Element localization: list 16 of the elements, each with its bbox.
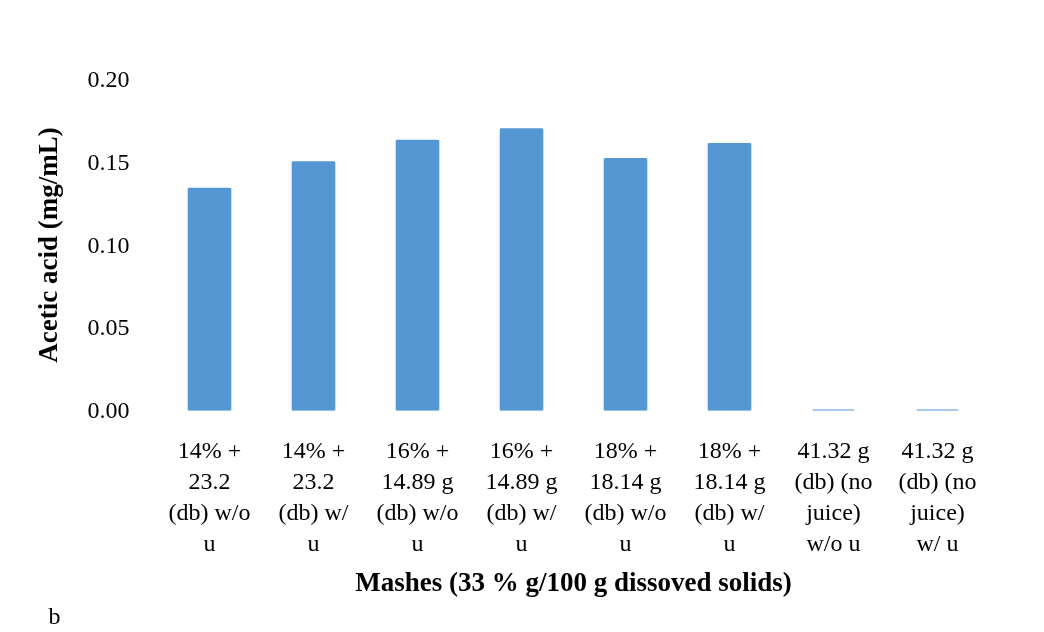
y-tick-label: 0.00 <box>87 397 130 423</box>
x-tick-label: 41.32 g (db) (no juice) w/ u <box>898 436 977 557</box>
x-tick-label: 41.32 g (db) (no juice) w/o u <box>794 436 873 557</box>
text: b <box>48 602 61 629</box>
x-tick-label: 14% + 23.2 (db) w/ u <box>278 436 349 557</box>
y-tick-label: 0.10 <box>87 231 130 258</box>
y-tick-label: 0.20 <box>87 66 130 92</box>
x-tick-label: 16% + 14.89 g (db) w/ u <box>485 436 558 557</box>
x-tick-label: 16% + 14.89 g (db) w/o u <box>376 436 459 557</box>
x-axis-title: Mashes (33 % g/100 g dissoved solids) <box>355 567 792 598</box>
y-axis-title: Acetic acid (mg/mL) <box>32 127 63 363</box>
y-tick-label: 0.15 <box>87 148 130 175</box>
x-tick-label: 14% + 23.2 (db) w/o u <box>168 436 251 557</box>
x-tick-label: 18% + 18.14 g (db) w/ u <box>693 436 766 557</box>
x-tick-label: 18% + 18.14 g (db) w/o u <box>584 436 667 557</box>
y-tick-label: 0.05 <box>87 314 130 341</box>
